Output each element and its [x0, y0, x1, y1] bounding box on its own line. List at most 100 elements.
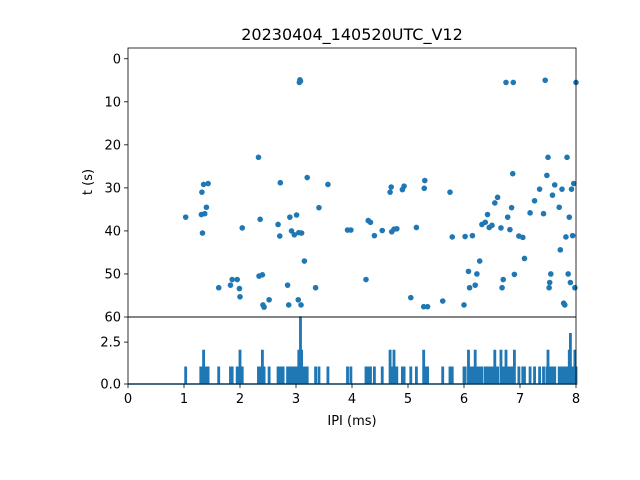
- scatter-y-tick-label: 20: [104, 138, 121, 153]
- scatter-point: [266, 296, 272, 303]
- scatter-point: [277, 179, 284, 186]
- scatter-point: [312, 284, 319, 291]
- scatter-point: [420, 303, 427, 310]
- scatter-point: [508, 204, 515, 211]
- scatter-point: [568, 186, 575, 192]
- scatter-point: [298, 230, 305, 236]
- scatter-point: [261, 304, 267, 310]
- scatter-point: [199, 189, 205, 195]
- scatter-point: [465, 268, 472, 275]
- scatter-point: [503, 79, 509, 86]
- histogram-x-tick-label: 7: [516, 392, 524, 407]
- scatter-point: [287, 214, 293, 220]
- histogram-frame: [127, 316, 577, 385]
- scatter-point: [521, 255, 528, 262]
- scatter-point: [466, 284, 473, 291]
- scatter-point: [545, 154, 551, 161]
- scatter-point: [304, 174, 311, 181]
- scatter-point: [387, 189, 393, 195]
- scatter-point: [408, 294, 414, 301]
- scatter-point: [572, 284, 578, 291]
- histogram-x-tick-label: 0: [124, 392, 132, 407]
- scatter-point: [570, 180, 577, 187]
- scatter-point: [182, 214, 189, 220]
- scatter-point: [492, 200, 498, 206]
- scatter-point: [325, 181, 331, 188]
- histogram-x-tick-label: 8: [572, 392, 580, 407]
- scatter-y-tick-label: 60: [104, 311, 121, 326]
- histogram-panel: 0.0 2.5 0 1 2 3 4 5 6 7 8 IPI (ms): [100, 316, 580, 429]
- scatter-point: [540, 210, 547, 217]
- scatter-point: [388, 184, 395, 190]
- scatter-point: [461, 302, 467, 308]
- scatter-point: [199, 230, 206, 236]
- scatter-point: [520, 234, 526, 241]
- scatter-point: [394, 225, 400, 232]
- scatter-point: [531, 197, 538, 204]
- scatter-point: [439, 298, 446, 304]
- scatter-point: [288, 228, 295, 234]
- scatter-y-tick-label: 40: [104, 224, 121, 239]
- scatter-point: [285, 302, 292, 308]
- scatter-point: [257, 216, 263, 223]
- scatter-point: [237, 293, 243, 300]
- histogram-y-tick-label: 0.0: [100, 378, 121, 393]
- scatter-point: [500, 276, 507, 283]
- scatter-point: [284, 282, 291, 288]
- scatter-point: [499, 284, 505, 291]
- scatter-point: [569, 232, 576, 239]
- scatter-point: [504, 214, 511, 220]
- scatter-point: [546, 284, 552, 291]
- histogram-x-tick-label: 4: [348, 392, 356, 407]
- scatter-point: [507, 226, 513, 233]
- scatter-point: [551, 182, 558, 188]
- scatter-point: [449, 234, 456, 240]
- chart-title: 20230404_140520UTC_V12: [241, 25, 463, 45]
- scatter-point: [293, 212, 300, 218]
- scatter-point: [367, 219, 374, 226]
- scatter-y-axis: 0 10 20 30 40 50 60: [104, 52, 128, 326]
- scatter-point: [565, 271, 571, 277]
- scatter-point: [229, 276, 235, 283]
- scatter-point: [556, 204, 562, 211]
- scatter-point: [472, 282, 479, 288]
- scatter-point: [549, 192, 556, 198]
- scatter-point: [548, 271, 554, 277]
- histogram-x-label: IPI (ms): [327, 414, 376, 429]
- histogram-x-tick-label: 3: [292, 392, 300, 407]
- histogram-x-axis: 0 1 2 3 4 5 6 7 8: [124, 384, 580, 407]
- scatter-point: [510, 79, 517, 86]
- scatter-point: [234, 276, 240, 283]
- scatter-point: [489, 222, 495, 229]
- scatter-point: [498, 225, 504, 231]
- scatter-point: [542, 77, 548, 84]
- scatter-point: [469, 232, 476, 239]
- scatter-point: [566, 214, 573, 220]
- scatter-point: [413, 224, 420, 231]
- scatter-point: [298, 302, 304, 308]
- scatter-point: [476, 258, 483, 264]
- scatter-point: [484, 211, 491, 218]
- scatter-point: [562, 302, 568, 308]
- scatter-point: [348, 227, 354, 233]
- scatter-y-tick-label: 0: [113, 52, 121, 67]
- scatter-point: [563, 234, 569, 240]
- scatter-point: [291, 231, 298, 238]
- scatter-y-label: t (s): [81, 169, 96, 195]
- scatter-point: [447, 189, 453, 195]
- scatter-point: [363, 276, 369, 283]
- scatter-point: [422, 177, 428, 184]
- scatter-point: [527, 210, 533, 216]
- scatter-y-tick-label: 30: [104, 181, 121, 196]
- histogram-x-tick-label: 6: [460, 392, 468, 407]
- scatter-point: [421, 185, 428, 192]
- scatter-point: [511, 271, 518, 278]
- histogram-x-tick-label: 2: [236, 392, 244, 407]
- histogram-x-tick-label: 1: [180, 392, 188, 407]
- scatter-point: [536, 186, 543, 192]
- scatter-point: [301, 258, 308, 264]
- scatter-y-tick-label: 10: [104, 95, 121, 110]
- scatter-point: [239, 225, 246, 231]
